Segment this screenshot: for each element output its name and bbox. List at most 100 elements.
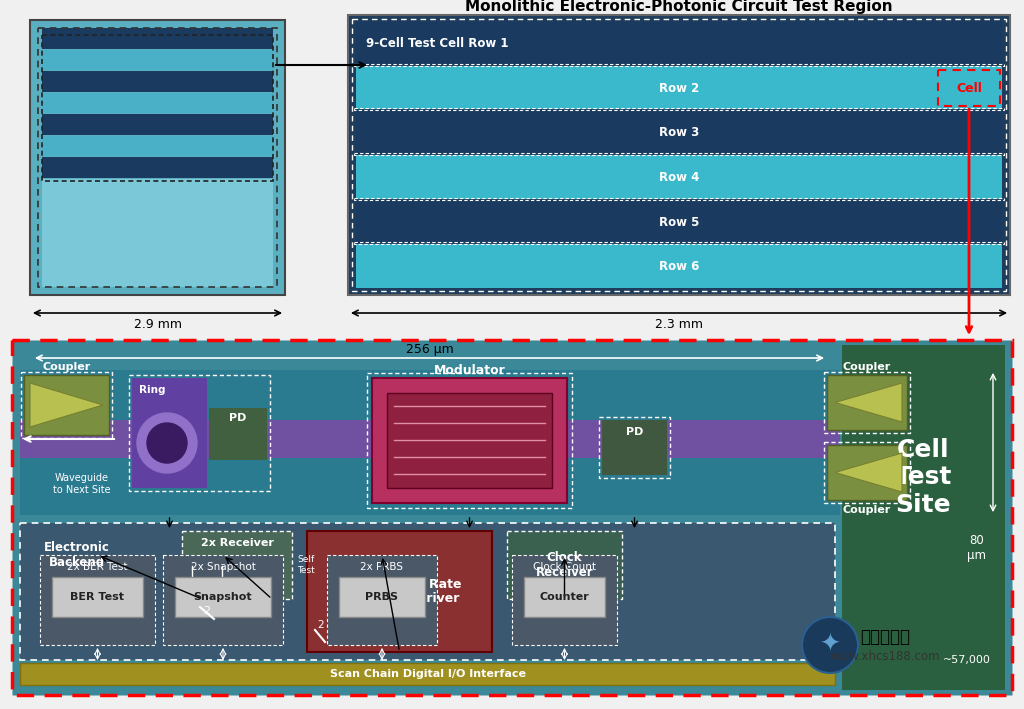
Bar — [42, 157, 273, 178]
Bar — [387, 393, 552, 488]
Text: www.xhcs188.com: www.xhcs188.com — [830, 650, 940, 664]
Bar — [42, 50, 273, 70]
Bar — [599, 417, 670, 478]
Text: Cell: Cell — [956, 82, 982, 94]
Text: Waveguide
to Next Site: Waveguide to Next Site — [53, 473, 111, 495]
Bar — [307, 531, 492, 652]
Bar — [354, 153, 1004, 155]
Bar — [163, 555, 283, 645]
Text: Coupler: Coupler — [42, 362, 91, 372]
Text: Row 4: Row 4 — [658, 171, 699, 184]
Text: 2.9 mm: 2.9 mm — [133, 318, 181, 332]
Bar — [42, 114, 273, 135]
Bar — [20, 523, 835, 660]
Text: Clock Count: Clock Count — [534, 562, 596, 572]
Text: PRBS: PRBS — [366, 592, 398, 602]
Bar — [354, 64, 1004, 66]
Bar — [20, 420, 840, 458]
Text: Ring: Ring — [138, 385, 165, 395]
Bar — [42, 28, 273, 49]
Bar — [827, 445, 907, 500]
Bar — [842, 345, 1005, 690]
Bar — [20, 370, 840, 515]
Text: Coupler: Coupler — [843, 362, 891, 372]
Bar — [22, 372, 112, 438]
Bar — [42, 136, 273, 157]
Bar — [12, 340, 1012, 695]
Text: Snapshot: Snapshot — [194, 592, 252, 602]
Bar — [42, 93, 273, 113]
Bar — [354, 242, 1004, 245]
Polygon shape — [835, 453, 902, 492]
Bar — [507, 531, 622, 599]
Bar — [356, 155, 1002, 199]
Polygon shape — [30, 383, 103, 427]
Bar — [42, 179, 273, 287]
Text: Monolithic Electronic-Photonic Circuit Test Region: Monolithic Electronic-Photonic Circuit T… — [465, 0, 893, 14]
Polygon shape — [835, 383, 902, 422]
Bar — [24, 375, 109, 435]
Bar — [367, 373, 572, 508]
Bar — [938, 69, 1000, 106]
Text: 2: 2 — [204, 606, 211, 616]
Bar — [827, 375, 907, 430]
Text: Self
Test: Self Test — [297, 555, 314, 575]
Text: Row 3: Row 3 — [658, 126, 699, 139]
Bar — [372, 378, 567, 503]
Text: ~57,000: ~57,000 — [943, 655, 991, 665]
Text: 80
μm: 80 μm — [968, 533, 986, 562]
Text: Double Data Rate
Modulator Driver: Double Data Rate Modulator Driver — [338, 578, 461, 605]
Bar — [42, 35, 273, 181]
Bar — [327, 555, 437, 645]
Bar — [356, 111, 1002, 154]
Bar — [348, 15, 1010, 295]
Text: Cell
Test
Site: Cell Test Site — [895, 437, 952, 518]
Bar — [30, 20, 285, 295]
Bar — [20, 663, 835, 685]
Circle shape — [802, 617, 858, 673]
Text: 2x Snapshot: 2x Snapshot — [190, 562, 255, 572]
Text: 256 μm: 256 μm — [406, 343, 454, 357]
Circle shape — [147, 423, 187, 463]
Bar — [356, 21, 1002, 65]
Text: Electronic
Backend: Electronic Backend — [44, 541, 110, 569]
Text: ✦: ✦ — [819, 633, 841, 657]
Bar — [209, 408, 267, 460]
Bar — [42, 71, 273, 91]
Bar — [512, 555, 617, 645]
Text: 2x PRBS: 2x PRBS — [360, 562, 403, 572]
Text: Coupler: Coupler — [843, 505, 891, 515]
Text: 2x BER Test: 2x BER Test — [68, 562, 128, 572]
Bar — [356, 200, 1002, 243]
Bar — [132, 378, 207, 488]
Bar — [354, 108, 1004, 111]
Text: PD: PD — [229, 413, 247, 423]
Bar — [38, 28, 278, 287]
Text: Row 6: Row 6 — [658, 260, 699, 273]
Bar — [182, 531, 292, 599]
Bar — [52, 577, 143, 617]
Bar — [824, 372, 910, 433]
Text: 9-Cell Test Cell Row 1: 9-Cell Test Cell Row 1 — [366, 37, 509, 50]
Bar — [129, 375, 270, 491]
Text: 2x Receiver: 2x Receiver — [201, 538, 273, 548]
Text: 2.3 mm: 2.3 mm — [655, 318, 703, 332]
Bar — [356, 245, 1002, 288]
Bar — [354, 198, 1004, 200]
Bar — [356, 66, 1002, 109]
Bar — [824, 442, 910, 503]
Text: PD: PD — [626, 427, 643, 437]
Text: Row 2: Row 2 — [658, 82, 699, 94]
Text: Clock
Receiver: Clock Receiver — [536, 551, 593, 579]
Text: Row 5: Row 5 — [658, 216, 699, 228]
Bar — [352, 19, 1006, 291]
Bar — [40, 555, 155, 645]
Bar — [524, 577, 605, 617]
Text: Scan Chain Digital I/O Interface: Scan Chain Digital I/O Interface — [330, 669, 525, 679]
Bar — [602, 420, 667, 475]
Bar — [339, 577, 425, 617]
Circle shape — [137, 413, 197, 473]
Text: Modulator: Modulator — [433, 364, 506, 376]
Text: BER Test: BER Test — [71, 592, 125, 602]
Text: 2: 2 — [317, 620, 325, 630]
